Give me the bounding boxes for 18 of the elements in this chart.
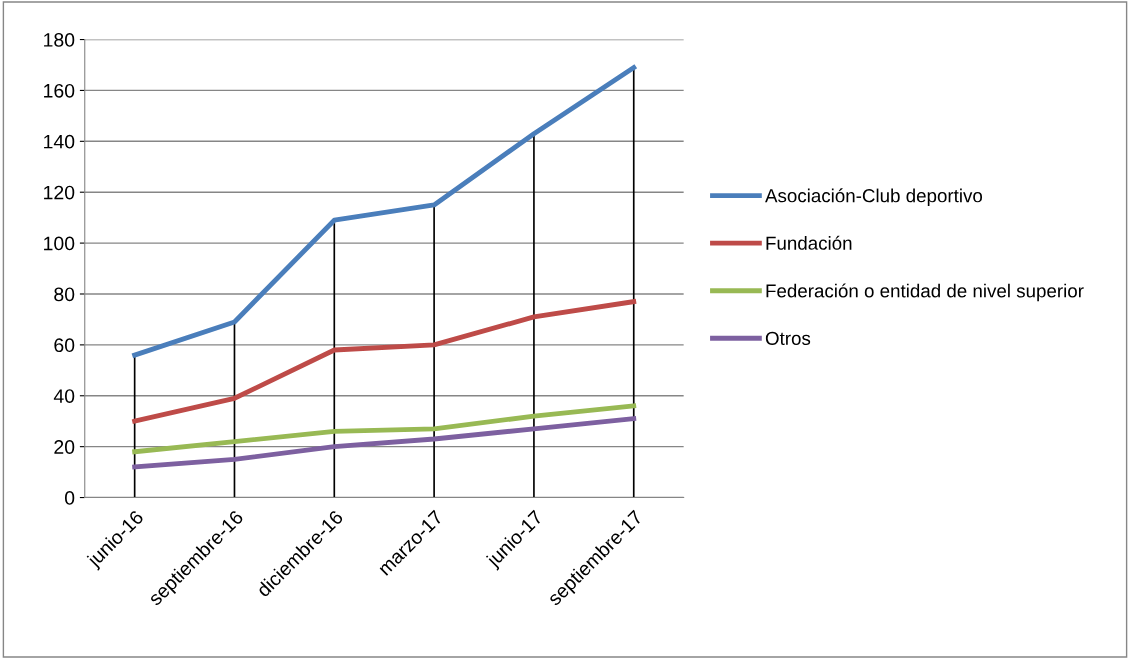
y-tick-label: 40: [53, 389, 75, 403]
y-tick-label: 180: [44, 33, 75, 47]
legend-label: Federación o entidad de nivel superior: [766, 283, 1084, 302]
line-series: [132, 299, 637, 424]
legend-label: Fundación: [766, 235, 852, 250]
y-tick-label: 0: [64, 491, 75, 505]
y-tick-label: 100: [44, 236, 75, 251]
y-tick-label: 20: [54, 440, 75, 454]
legend-label: Asociación-Club deportivo: [765, 188, 983, 207]
line-series: [132, 403, 637, 455]
y-tick-label: 80: [54, 287, 75, 302]
y-tick-label: 120: [44, 185, 75, 200]
y-tick-label: 60: [54, 338, 75, 353]
legend-label: Otros: [765, 331, 811, 346]
y-tick-label: 160: [44, 83, 75, 98]
line-series: [132, 65, 637, 358]
y-tick-label: 140: [44, 134, 75, 149]
line-series: [132, 416, 637, 470]
